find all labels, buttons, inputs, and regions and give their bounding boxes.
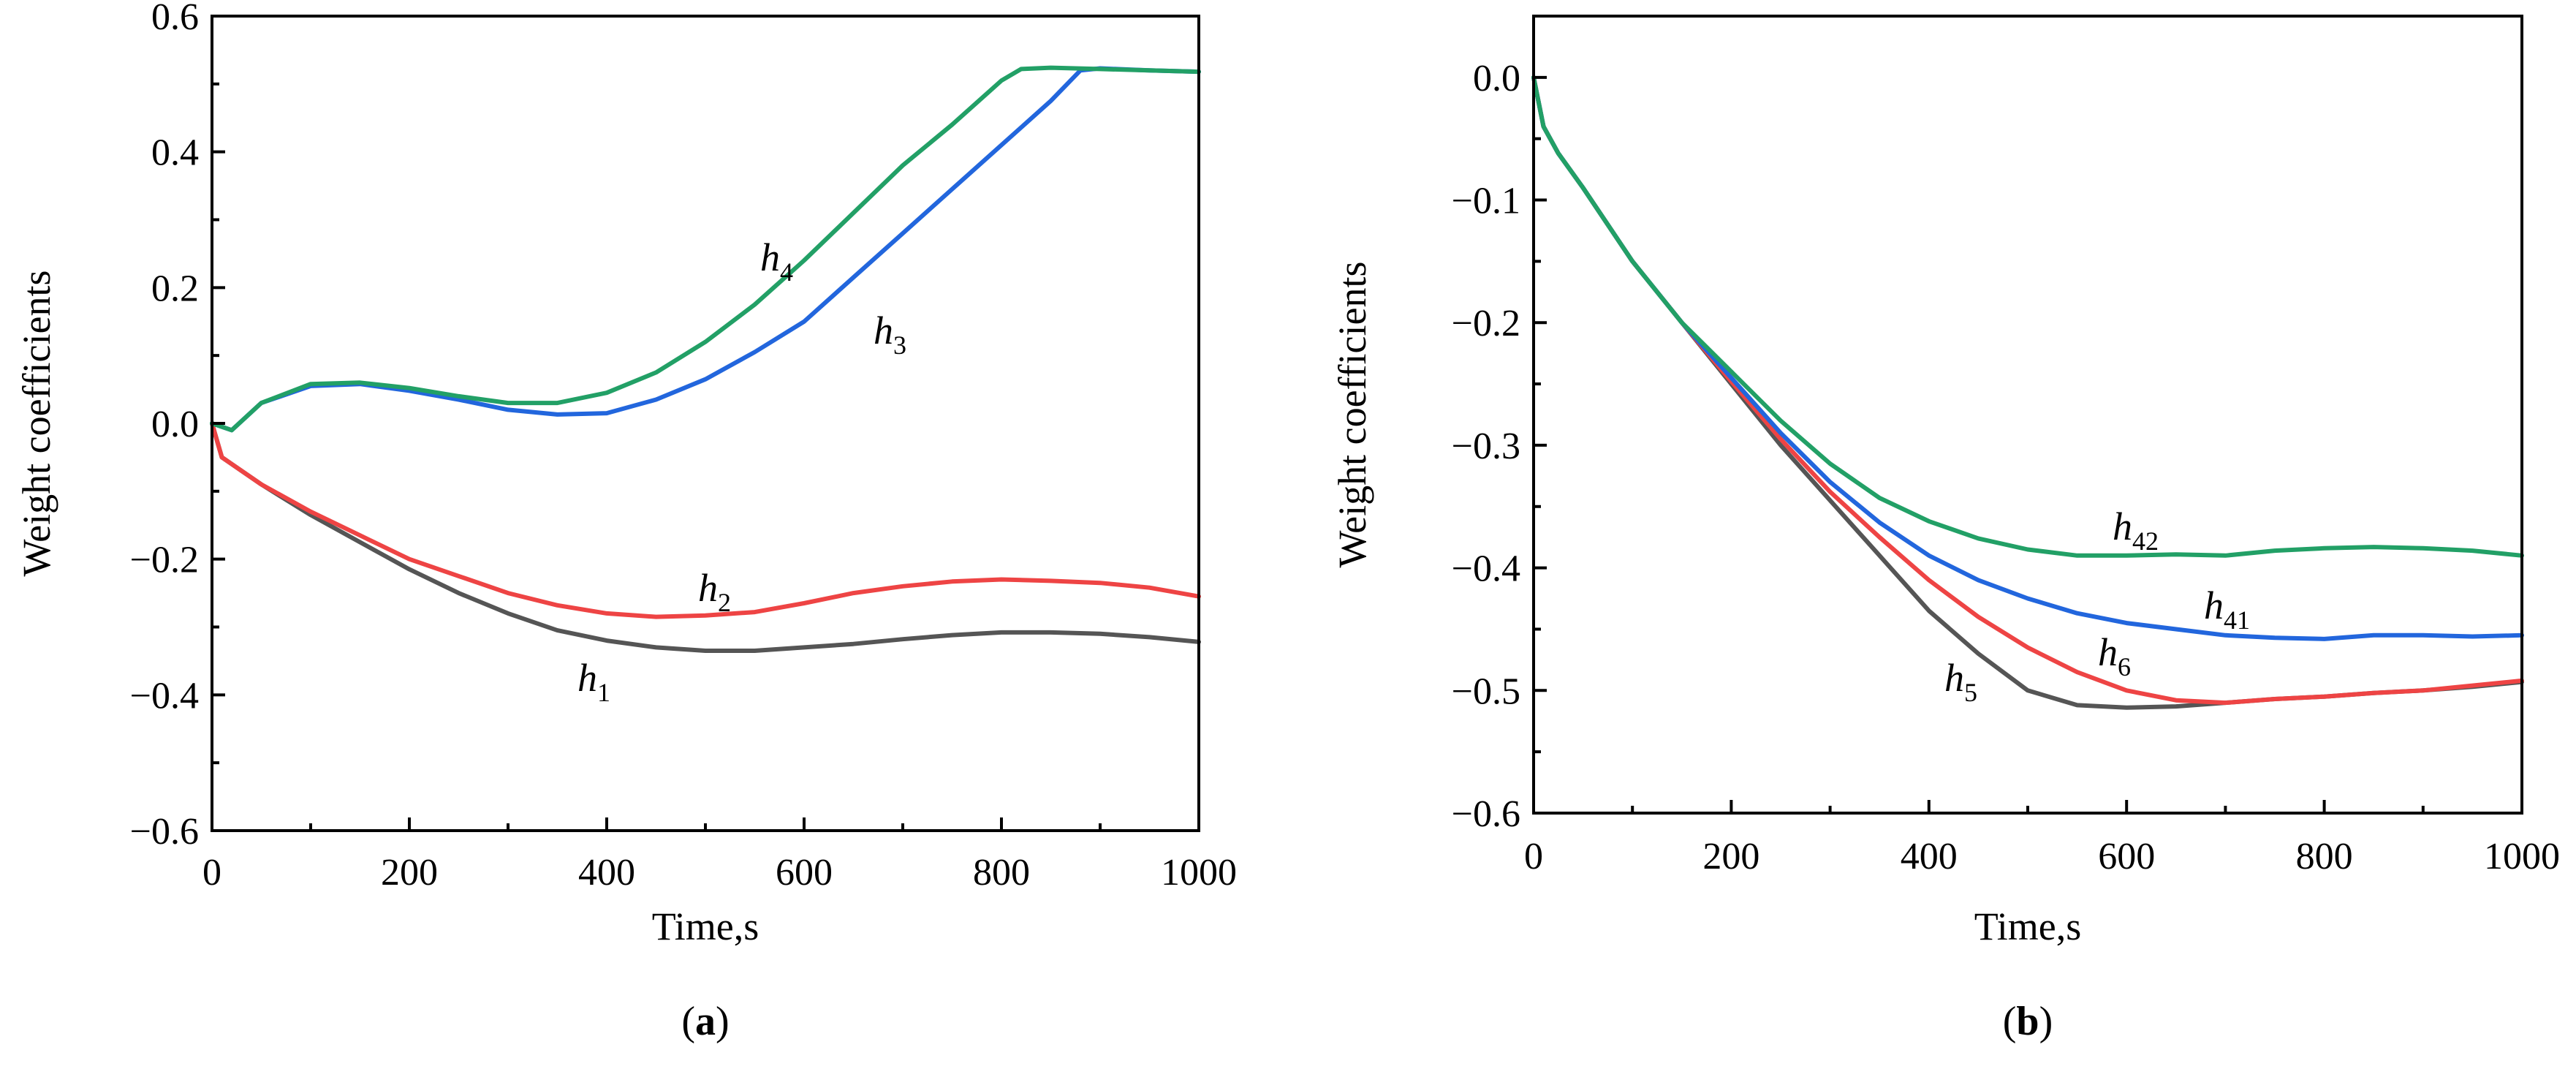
- panel-b-series-h5: [1531, 75, 2524, 710]
- panel-a-y-tick-label: 0.0: [151, 404, 199, 445]
- panel-a-caption-open: (: [681, 999, 695, 1044]
- panel-a-y-tick-label: 0.6: [151, 0, 199, 38]
- panel-a-plot-frame: [211, 15, 1200, 832]
- panel-b-curve-label-h6: h6: [2098, 630, 2131, 681]
- panel-b-y-tick-label: −0.4: [1452, 548, 1520, 590]
- panel-b-curve-label-h41: h41: [2204, 583, 2250, 635]
- panel-a-x-tick-label: 200: [381, 852, 438, 894]
- panel-b-curve-label-subscript: 6: [2118, 652, 2131, 681]
- panel-b-x-tick-label: 600: [2098, 836, 2155, 877]
- panel-b-caption: (b): [2003, 999, 2053, 1044]
- panel-b-x-axis-title: Time,s: [1974, 904, 2082, 948]
- panel-a-curve-label-subscript: 2: [718, 588, 731, 617]
- panel-b-y-tick-label: −0.3: [1452, 426, 1520, 467]
- panel-a-y-tick-label: −0.4: [130, 675, 199, 717]
- panel-a-caption: (a): [681, 999, 729, 1044]
- panel-a-y-tick-label: 0.4: [151, 132, 199, 174]
- panel-a-x-tick-label: 0: [202, 852, 221, 894]
- panel-b-curve-label-subscript: 41: [2224, 605, 2250, 635]
- panel-a-curve-label-subscript: 1: [597, 678, 610, 707]
- panel-b-curve-label-subscript: 42: [2132, 526, 2159, 556]
- panel-b-curve-label-subscript: 5: [1964, 678, 1977, 707]
- panel-a-x-tick-label: 400: [578, 852, 635, 894]
- panel-a-series-h2: [210, 421, 1201, 619]
- panel-b-series-h42: [1531, 75, 2524, 558]
- panel-a-x-tick-label: 600: [776, 852, 833, 894]
- panel-b-caption-open: (: [2003, 999, 2017, 1044]
- panel-a-y-tick-label: 0.2: [151, 268, 199, 309]
- panel-a-x-tick-label: 1000: [1161, 852, 1237, 894]
- panel-a-series-h1: [210, 421, 1201, 653]
- panel-b-x-tick-label: 400: [1901, 836, 1958, 877]
- panel-b-chart: 0 200 400 600 800 1000 −0.6 −0.5 −0.4 −0.3 −0.2 −0.…: [1330, 15, 2560, 1044]
- panel-b-curve-label-letter: h: [2098, 630, 2118, 674]
- panel-b-caption-close: ): [2039, 999, 2053, 1044]
- panel-a-y-tick-label: −0.2: [130, 540, 199, 581]
- panel-b-curve-label-h42: h42: [2113, 505, 2159, 556]
- panel-a-curve-label-h4: h4: [760, 235, 793, 287]
- panel-b-x-tick-label: 0: [1524, 836, 1543, 877]
- panel-a-curve-label-letter: h: [577, 656, 597, 700]
- panel-a-y-axis-title: Weight coefficients: [15, 270, 58, 576]
- panel-b-y-tick-label: −0.2: [1452, 303, 1520, 344]
- panel-a-curve-label-letter: h: [698, 566, 718, 610]
- panel-a-curve-label-h2: h2: [698, 566, 731, 617]
- panel-a-curve-label-h3: h3: [874, 309, 906, 360]
- panel-b-series-h41: [1531, 75, 2524, 641]
- panel-b-x-tick-label: 1000: [2484, 836, 2560, 877]
- panel-a-caption-close: ): [716, 999, 730, 1044]
- panel-b-y-tick-label: 0.0: [1473, 58, 1520, 99]
- panel-b-series-h6: [1531, 75, 2524, 706]
- panel-b-y-tick-label: −0.5: [1452, 671, 1520, 712]
- panel-a-curve-label-subscript: 4: [780, 257, 793, 287]
- panel-a-y-tick-label: −0.6: [130, 811, 199, 853]
- panel-a-x-axis-title: Time,s: [652, 904, 759, 948]
- panel-b-x-tick-label: 200: [1702, 836, 1759, 877]
- panel-a-x-tick-label: 800: [973, 852, 1030, 894]
- panel-b-y-axis-title: Weight coefficients: [1330, 261, 1374, 567]
- panel-b-curve-label-letter: h: [2204, 583, 2224, 627]
- panel-a-chart: 0 200 400 600 800 1000 −0.6 −0.4 −0.2 0.0 0.2 0.4 0.…: [15, 0, 1237, 1044]
- panel-b-curve-label-letter: h: [1944, 656, 1964, 700]
- panel-a-curve-label-subscript: 3: [893, 330, 906, 360]
- panel-b-curve-label-h5: h5: [1944, 656, 1977, 707]
- panel-a-curve-label-letter: h: [760, 235, 780, 279]
- panel-b-curve-label-letter: h: [2113, 505, 2132, 548]
- panel-a-curve-label-letter: h: [874, 309, 893, 352]
- panel-b-x-tick-label: 800: [2296, 836, 2353, 877]
- panel-a-series-h3: [210, 66, 1201, 433]
- panel-b-y-tick-label: −0.1: [1452, 181, 1520, 222]
- panel-a-series-h4: [210, 65, 1201, 433]
- panel-b-y-tick-label: −0.6: [1452, 793, 1520, 835]
- panel-b-caption-letter: b: [2016, 999, 2039, 1044]
- panel-a-curve-label-h1: h1: [577, 656, 610, 707]
- panel-a-caption-letter: a: [695, 999, 716, 1044]
